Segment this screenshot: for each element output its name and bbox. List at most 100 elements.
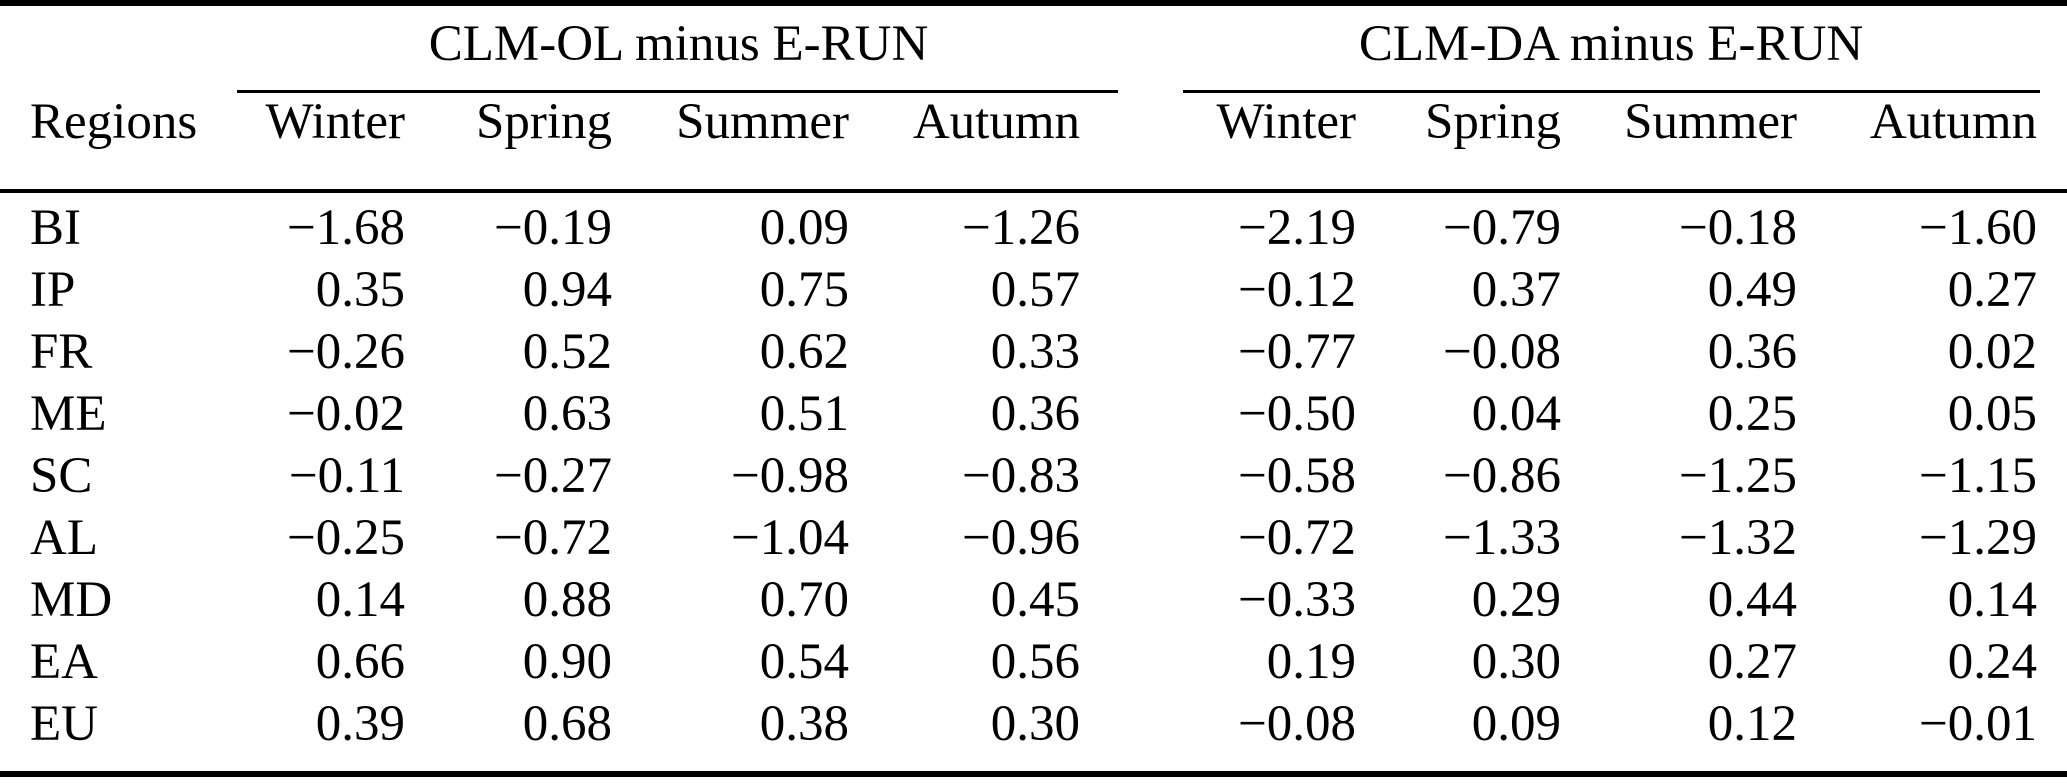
value-cell: 0.35: [315, 262, 405, 318]
region-cell: FR: [30, 324, 93, 380]
value-cell: −0.58: [1237, 448, 1356, 504]
value-cell: −0.02: [286, 386, 405, 442]
value-cell: −0.33: [1237, 572, 1356, 628]
value-cell: −2.19: [1237, 200, 1356, 256]
header-ol-winter: Winter: [265, 94, 405, 150]
value-cell: 0.36: [990, 386, 1080, 442]
region-cell: BI: [30, 200, 81, 256]
value-cell: 0.05: [1947, 386, 2037, 442]
value-cell: −1.68: [286, 200, 405, 256]
value-cell: 0.12: [1707, 696, 1797, 752]
value-cell: 0.49: [1707, 262, 1797, 318]
region-cell: AL: [30, 510, 98, 566]
value-cell: −0.27: [493, 448, 612, 504]
value-cell: 0.75: [759, 262, 849, 318]
table-row: IP 0.35 0.94 0.75 0.57 −0.12 0.37 0.49 0…: [0, 259, 2037, 321]
season-header-row: Regions Winter Spring Summer Autumn Wint…: [0, 92, 2037, 152]
table-row: MD 0.14 0.88 0.70 0.45 −0.33 0.29 0.44 0…: [0, 569, 2037, 631]
value-cell: 0.68: [522, 696, 612, 752]
value-cell: −0.08: [1237, 696, 1356, 752]
table-row: ME −0.02 0.63 0.51 0.36 −0.50 0.04 0.25 …: [0, 383, 2037, 445]
value-cell: −0.19: [493, 200, 612, 256]
value-cell: 0.19: [1266, 634, 1356, 690]
header-ol-spring: Spring: [475, 94, 612, 150]
region-cell: ME: [30, 386, 107, 442]
table-row: SC −0.11 −0.27 −0.98 −0.83 −0.58 −0.86 −…: [0, 445, 2037, 507]
header-ol-autumn: Autumn: [912, 94, 1080, 150]
table-row: AL −0.25 −0.72 −1.04 −0.96 −0.72 −1.33 −…: [0, 507, 2037, 569]
value-cell: 0.66: [315, 634, 405, 690]
value-cell: 0.54: [759, 634, 849, 690]
header-da-summer: Summer: [1624, 94, 1797, 150]
value-cell: 0.14: [315, 572, 405, 628]
region-cell: IP: [30, 262, 76, 318]
header-da-winter: Winter: [1216, 94, 1356, 150]
value-cell: 0.30: [1471, 634, 1561, 690]
value-cell: 0.37: [1471, 262, 1561, 318]
value-cell: −1.04: [730, 510, 849, 566]
region-cell: EA: [30, 634, 98, 690]
value-cell: 0.33: [990, 324, 1080, 380]
table-row: BI −1.68 −0.19 0.09 −1.26 −2.19 −0.79 −0…: [0, 197, 2037, 259]
value-cell: 0.90: [522, 634, 612, 690]
header-da-spring: Spring: [1424, 94, 1561, 150]
value-cell: 0.94: [522, 262, 612, 318]
value-cell: 0.39: [315, 696, 405, 752]
value-cell: −0.96: [961, 510, 1080, 566]
header-da-autumn: Autumn: [1869, 94, 2037, 150]
value-cell: −0.72: [1237, 510, 1356, 566]
value-cell: −0.83: [961, 448, 1080, 504]
value-cell: −1.25: [1678, 448, 1797, 504]
value-cell: −1.33: [1442, 510, 1561, 566]
value-cell: −0.11: [288, 448, 405, 504]
table-body: BI −1.68 −0.19 0.09 −1.26 −2.19 −0.79 −0…: [0, 197, 2037, 755]
value-cell: 0.57: [990, 262, 1080, 318]
value-cell: 0.88: [522, 572, 612, 628]
bottom-rule: [0, 771, 2067, 777]
table-row: EA 0.66 0.90 0.54 0.56 0.19 0.30 0.27 0.…: [0, 631, 2037, 693]
value-cell: 0.56: [990, 634, 1080, 690]
value-cell: −0.72: [493, 510, 612, 566]
value-cell: −0.50: [1237, 386, 1356, 442]
value-cell: −1.29: [1918, 510, 2037, 566]
group-header-clm-da: CLM-DA minus E-RUN: [1358, 16, 1864, 72]
value-cell: −0.18: [1678, 200, 1797, 256]
value-cell: −0.12: [1237, 262, 1356, 318]
region-cell: MD: [30, 572, 113, 628]
group-header-clm-ol: CLM-OL minus E-RUN: [428, 16, 929, 72]
value-cell: 0.09: [1471, 696, 1561, 752]
value-cell: 0.52: [522, 324, 612, 380]
value-cell: −0.79: [1442, 200, 1561, 256]
table-row: FR −0.26 0.52 0.62 0.33 −0.77 −0.08 0.36…: [0, 321, 2037, 383]
value-cell: 0.70: [759, 572, 849, 628]
value-cell: 0.36: [1707, 324, 1797, 380]
value-cell: 0.38: [759, 696, 849, 752]
value-cell: 0.09: [759, 200, 849, 256]
value-cell: 0.02: [1947, 324, 2037, 380]
value-cell: −1.60: [1918, 200, 2037, 256]
group-header-spacer: [0, 14, 237, 74]
group-header-row: CLM-OL minus E-RUN CLM-DA minus E-RUN: [0, 14, 2037, 74]
value-cell: 0.29: [1471, 572, 1561, 628]
value-cell: −1.26: [961, 200, 1080, 256]
header-rule: [0, 189, 2067, 193]
top-rule: [0, 0, 2067, 6]
value-cell: 0.27: [1947, 262, 2037, 318]
value-cell: 0.62: [759, 324, 849, 380]
value-cell: 0.30: [990, 696, 1080, 752]
value-cell: −0.98: [730, 448, 849, 504]
value-cell: −0.08: [1442, 324, 1561, 380]
region-cell: SC: [30, 448, 93, 504]
value-cell: 0.27: [1707, 634, 1797, 690]
value-cell: −0.86: [1442, 448, 1561, 504]
value-cell: 0.44: [1707, 572, 1797, 628]
value-cell: −1.15: [1918, 448, 2037, 504]
value-cell: −0.01: [1918, 696, 2037, 752]
value-cell: 0.45: [990, 572, 1080, 628]
value-cell: 0.51: [759, 386, 849, 442]
value-cell: −0.25: [286, 510, 405, 566]
cmidrule-clm-ol: [237, 90, 1118, 93]
value-cell: 0.25: [1707, 386, 1797, 442]
header-ol-summer: Summer: [676, 94, 849, 150]
